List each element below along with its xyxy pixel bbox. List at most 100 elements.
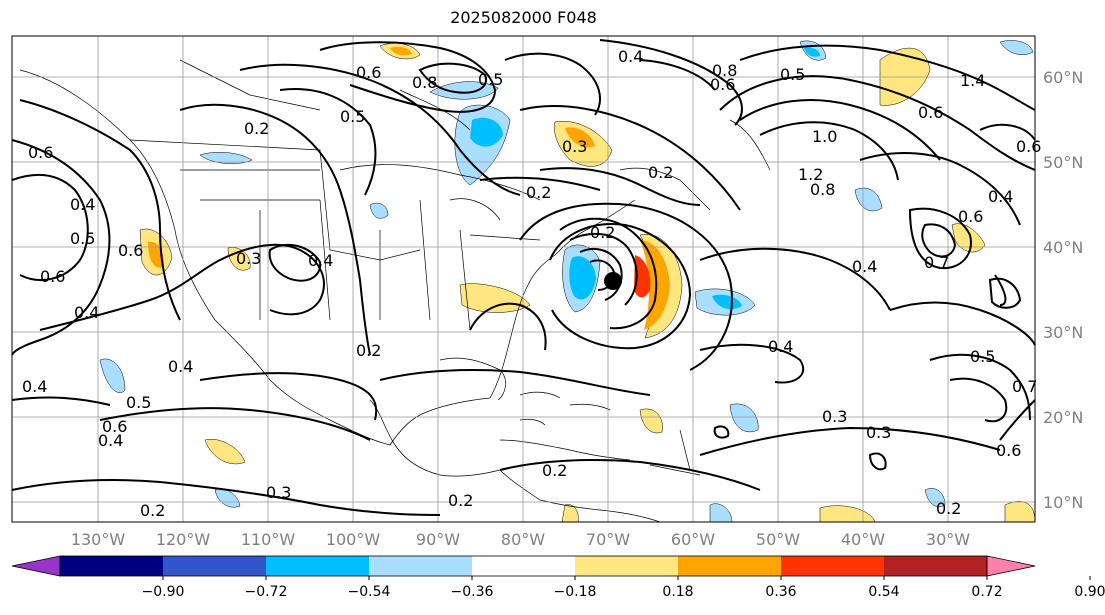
contour-label: 1.0 (812, 127, 837, 146)
shade-orange (565, 127, 595, 148)
lat-label: 10°N (1043, 493, 1083, 512)
lon-label: 110°W (241, 530, 296, 549)
lat-label: 20°N (1043, 408, 1083, 427)
shade-blue (804, 47, 820, 57)
contour-label: 0.4 (74, 303, 99, 322)
contour-label: 0.6 (28, 143, 53, 162)
contour-label: 0.2 (936, 499, 961, 518)
contour-label: 0.4 (70, 195, 95, 214)
lon-label: 100°W (326, 530, 381, 549)
colorbar-tick-label: 0.18 (662, 584, 693, 600)
contour-label: 0.5 (126, 393, 151, 412)
contour-label: 0.4 (98, 431, 123, 450)
shade-red (634, 255, 651, 298)
contour-label: 0.3 (822, 407, 847, 426)
map-frame (11, 35, 1036, 523)
lat-label: 30°N (1043, 323, 1083, 342)
colorbar-segment (60, 556, 164, 576)
lon-label: 90°W (416, 530, 460, 549)
lon-label: 50°W (756, 530, 800, 549)
colorbar-tick-label: −0.54 (348, 584, 391, 600)
contour-label: 0.5 (970, 347, 995, 366)
shaded-regions (99, 40, 1036, 523)
lon-label: 130°W (71, 530, 126, 549)
colorbar-segment (575, 556, 679, 576)
contour-label: 0.4 (168, 357, 193, 376)
contour-label: 0.3 (866, 423, 891, 442)
contour-label: 0.6 (356, 63, 381, 82)
contour-label: 0.3 (236, 249, 261, 268)
colorbar-tick-label: 0.72 (971, 584, 1002, 600)
graticule (12, 36, 1035, 522)
contour-label: 0.6 (710, 75, 735, 94)
latitude-labels: 60°N 50°N 40°N 30°N 20°N 10°N (1043, 68, 1083, 512)
colorbar-extend-high (986, 555, 1036, 577)
contour-label: 0.2 (448, 491, 473, 510)
colorbar-tick-label: 0.54 (868, 584, 899, 600)
cyclone-center-marker (604, 272, 622, 290)
contour-label: 0.6 (958, 207, 983, 226)
contour-label: 0.2 (356, 341, 381, 360)
contour-label: 0.6 (40, 267, 65, 286)
contour-label: 0.4 (22, 377, 47, 396)
shade-blue (470, 117, 503, 147)
lon-label: 30°W (926, 530, 970, 549)
colorbar-segment (369, 556, 473, 576)
contour-label: 0.7 (924, 253, 949, 272)
contour-label: 0.2 (542, 461, 567, 480)
map-content: 0.6 0.8 0.5 0.4 0.8 0.6 0.5 1.4 0.6 0.2 … (11, 36, 1041, 523)
shade-blue (712, 294, 742, 310)
contour-label: 0.5 (70, 229, 95, 248)
colorbar-tick-label: 0.36 (765, 584, 796, 600)
contour-label: 0.6 (918, 103, 943, 122)
colorbar-tick-label: −0.18 (554, 584, 597, 600)
shade-lightblue (429, 81, 499, 100)
colorbar-segment (884, 556, 988, 576)
lat-label: 60°N (1043, 68, 1083, 87)
shade-yellow (639, 408, 663, 434)
contour-label: 0.2 (526, 183, 551, 202)
contours (11, 39, 1036, 516)
contour-label: 0.5 (340, 107, 365, 126)
contour-label: 0.8 (412, 73, 437, 92)
shade-lightblue (199, 152, 253, 164)
contour-label: 1.4 (960, 71, 985, 90)
colorbar-extend-low (11, 555, 61, 577)
colorbar-segment (266, 556, 370, 576)
contour-label: 0.5 (478, 70, 503, 89)
shade-lightblue (99, 358, 126, 393)
shade-orange (640, 240, 670, 330)
shade-lightblue (369, 202, 389, 219)
lon-label: 60°W (671, 530, 715, 549)
contour-label: 0.4 (768, 337, 793, 356)
colorbar-ticks: −0.90 −0.72 −0.54 −0.36 −0.18 0.18 0.36 0.54 0.7… (142, 576, 1105, 600)
colorbar-segment (781, 556, 885, 576)
contour-label: 0.6 (118, 241, 143, 260)
contour-label: 0.5 (780, 65, 805, 84)
contour-label: 0.3 (266, 483, 291, 502)
contour-label: 0.4 (308, 251, 333, 270)
shade-yellow (204, 438, 246, 465)
lon-label: 70°W (586, 530, 630, 549)
colorbar-tick-label: 0.90 (1074, 584, 1105, 600)
shade-orange (390, 46, 412, 56)
colorbar-segment (472, 556, 576, 576)
contour-label: 0.4 (618, 47, 643, 66)
shade-lightblue (999, 40, 1034, 55)
contour-label: 0.4 (988, 187, 1013, 206)
contour-label: 1.2 (798, 165, 823, 184)
contour-label: 0.6 (1016, 137, 1041, 156)
contour-label: 0.8 (712, 61, 737, 80)
contour-label: 0.6 (996, 441, 1021, 460)
colorbar-outline (59, 555, 988, 577)
contour-value-labels: 0.6 0.8 0.5 0.4 0.8 0.6 0.5 1.4 0.6 0.2 … (22, 47, 1041, 520)
shade-yellow (459, 283, 531, 313)
colorbar-tick-label: −0.90 (142, 584, 185, 600)
lon-label: 120°W (156, 530, 211, 549)
contour-label: 0.8 (810, 180, 835, 199)
contour-label: 0.2 (648, 163, 673, 182)
shade-lightblue (854, 187, 883, 212)
contour-label: 0.7 (1012, 377, 1037, 396)
colorbar-tick-label: −0.36 (451, 584, 494, 600)
